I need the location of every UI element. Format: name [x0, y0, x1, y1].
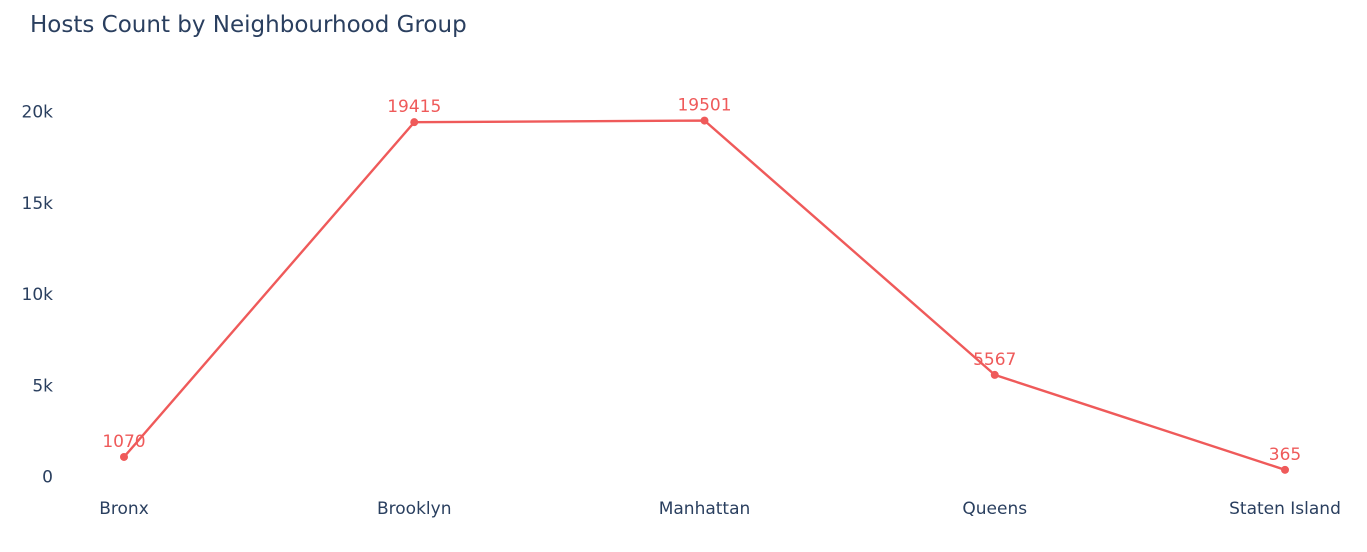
data-label: 5567	[973, 350, 1016, 370]
x-axis: Bronx Brooklyn Manhattan Queens Staten Islan…	[99, 499, 1341, 519]
series-line	[123, 119, 1286, 471]
y-axis: 0 5k 10k 15k 20k	[22, 103, 54, 488]
plot-series	[120, 116, 1289, 474]
y-tick-label: 0	[42, 468, 53, 488]
y-tick-label: 15k	[22, 194, 54, 214]
x-tick-label: Bronx	[99, 499, 149, 519]
data-point[interactable]	[410, 118, 419, 127]
y-tick-label: 10k	[22, 285, 54, 305]
x-tick-label: Brooklyn	[377, 499, 451, 519]
y-tick-label: 20k	[22, 103, 54, 123]
y-tick-label: 5k	[32, 376, 53, 396]
data-label: 365	[1269, 445, 1301, 465]
data-labels: 1070 19415 19501 5567 365	[102, 96, 1301, 465]
data-point[interactable]	[990, 370, 999, 379]
x-tick-label: Staten Island	[1229, 499, 1341, 519]
data-point[interactable]	[1281, 465, 1289, 474]
data-label: 1070	[102, 432, 145, 452]
data-label: 19501	[677, 96, 731, 116]
x-tick-label: Manhattan	[659, 499, 751, 519]
chart-title: Hosts Count by Neighbourhood Group	[30, 12, 467, 38]
data-point[interactable]	[700, 116, 709, 125]
data-point[interactable]	[120, 452, 128, 461]
data-label: 19415	[387, 97, 441, 117]
x-tick-label: Queens	[962, 499, 1027, 519]
